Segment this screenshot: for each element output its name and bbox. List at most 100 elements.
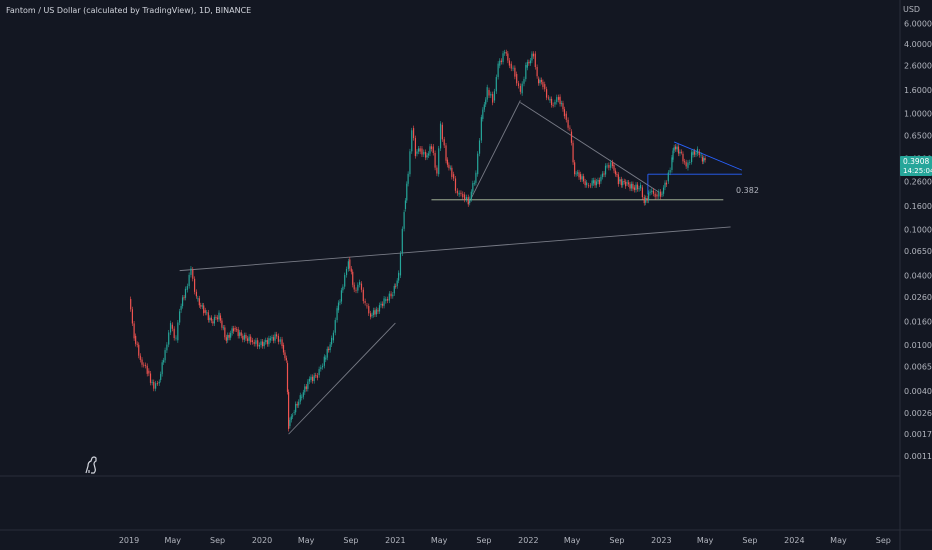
candle-body xyxy=(685,162,687,167)
candle-body xyxy=(669,169,671,173)
candle-body xyxy=(587,185,590,187)
price-axis-unit: USD xyxy=(903,5,920,14)
time-axis[interactable]: 2019 May Sep 2020 May Sep 2021 May Sep 2022 May Sep… xyxy=(119,536,891,545)
price-tick-label: 0.0040 xyxy=(904,387,932,396)
candle-body xyxy=(282,345,285,353)
candle-body xyxy=(692,151,694,155)
candle-body xyxy=(583,176,585,182)
candle-body xyxy=(416,151,418,154)
price-tick-label: 0.6500 xyxy=(904,131,932,140)
candle-body xyxy=(257,340,259,347)
candle-body xyxy=(465,197,468,200)
candle-body xyxy=(237,329,239,336)
candle-body xyxy=(646,197,648,201)
candle-body xyxy=(175,337,177,339)
candle-body xyxy=(526,62,528,68)
fib-level-label: 0.382 xyxy=(736,186,759,195)
candle-body xyxy=(265,340,267,343)
candle-body xyxy=(689,162,691,163)
current-price-badge: 0.3908 14:25:04 xyxy=(900,156,932,176)
candle-body xyxy=(164,350,166,361)
candle-body xyxy=(472,183,474,192)
candle-body xyxy=(525,65,527,80)
candle-body xyxy=(591,180,593,186)
candle-body xyxy=(620,179,622,186)
time-tick-label: Sep xyxy=(343,536,358,545)
candle-body xyxy=(645,197,647,203)
candle-body xyxy=(654,193,656,197)
candle-body xyxy=(310,376,312,380)
candle-body xyxy=(148,370,150,374)
trendline xyxy=(520,102,660,193)
candle-body xyxy=(406,183,408,201)
candle-body xyxy=(293,412,295,414)
candle-body xyxy=(671,157,673,170)
candle-body xyxy=(569,127,571,129)
candle-body xyxy=(537,78,540,84)
candle-body xyxy=(344,275,346,287)
candle-body xyxy=(386,299,389,301)
candle-body xyxy=(240,332,242,336)
drawings-layer xyxy=(179,100,743,435)
candle-body xyxy=(366,305,368,307)
candle-body xyxy=(232,328,235,332)
candle-body xyxy=(245,335,247,339)
candle-body xyxy=(661,193,663,195)
candle-body xyxy=(337,302,340,311)
price-tick-label: 6.0000 xyxy=(904,20,932,29)
price-tick-label: 2.6000 xyxy=(904,62,932,71)
candle-body xyxy=(349,259,351,269)
time-tick-label: 2020 xyxy=(252,536,272,545)
price-tick-label: 0.0065 xyxy=(904,363,932,372)
candle-body xyxy=(412,128,415,139)
candle-body xyxy=(453,174,455,179)
candle-body xyxy=(320,367,322,370)
candle-body xyxy=(622,181,624,186)
candle-body xyxy=(390,293,392,297)
candle-body xyxy=(572,142,574,163)
candle-body xyxy=(268,338,270,345)
candle-body xyxy=(180,306,182,311)
candle-body xyxy=(296,403,298,406)
candle-body xyxy=(131,309,134,324)
candle-body xyxy=(260,341,262,346)
candle-body xyxy=(563,109,566,117)
price-series xyxy=(130,49,706,432)
candle-body xyxy=(133,323,135,339)
candle-body xyxy=(430,146,433,149)
time-tick-label: May xyxy=(564,536,581,545)
candle-body xyxy=(611,162,614,167)
candle-body xyxy=(454,178,457,191)
time-tick-label: 2019 xyxy=(119,536,139,545)
candle-body xyxy=(664,182,666,188)
candle-body xyxy=(677,146,680,154)
candle-body xyxy=(432,146,434,153)
candle-body xyxy=(687,162,689,168)
candle-body xyxy=(212,321,214,324)
candle-body xyxy=(595,181,598,186)
candle-body xyxy=(469,199,471,203)
candle-body xyxy=(155,383,157,389)
candle-body xyxy=(339,301,341,303)
candle-body xyxy=(153,382,155,389)
candle-body xyxy=(204,310,206,313)
candle-body xyxy=(321,365,324,368)
time-tick-label: Sep xyxy=(609,536,624,545)
candle-body xyxy=(288,391,290,429)
candle-body xyxy=(635,184,637,190)
candle-body xyxy=(532,53,535,57)
candle-body xyxy=(421,148,423,155)
candle-body xyxy=(266,340,268,345)
candle-body xyxy=(269,338,272,341)
candle-body xyxy=(340,290,343,302)
candle-body xyxy=(350,268,352,272)
candle-body xyxy=(224,327,226,338)
candle-body xyxy=(679,151,681,154)
candle-body xyxy=(144,364,147,366)
candle-body xyxy=(574,162,576,175)
candle-body xyxy=(316,375,318,378)
candle-body xyxy=(186,286,188,290)
candle-body xyxy=(336,308,338,321)
candle-body xyxy=(184,288,187,298)
